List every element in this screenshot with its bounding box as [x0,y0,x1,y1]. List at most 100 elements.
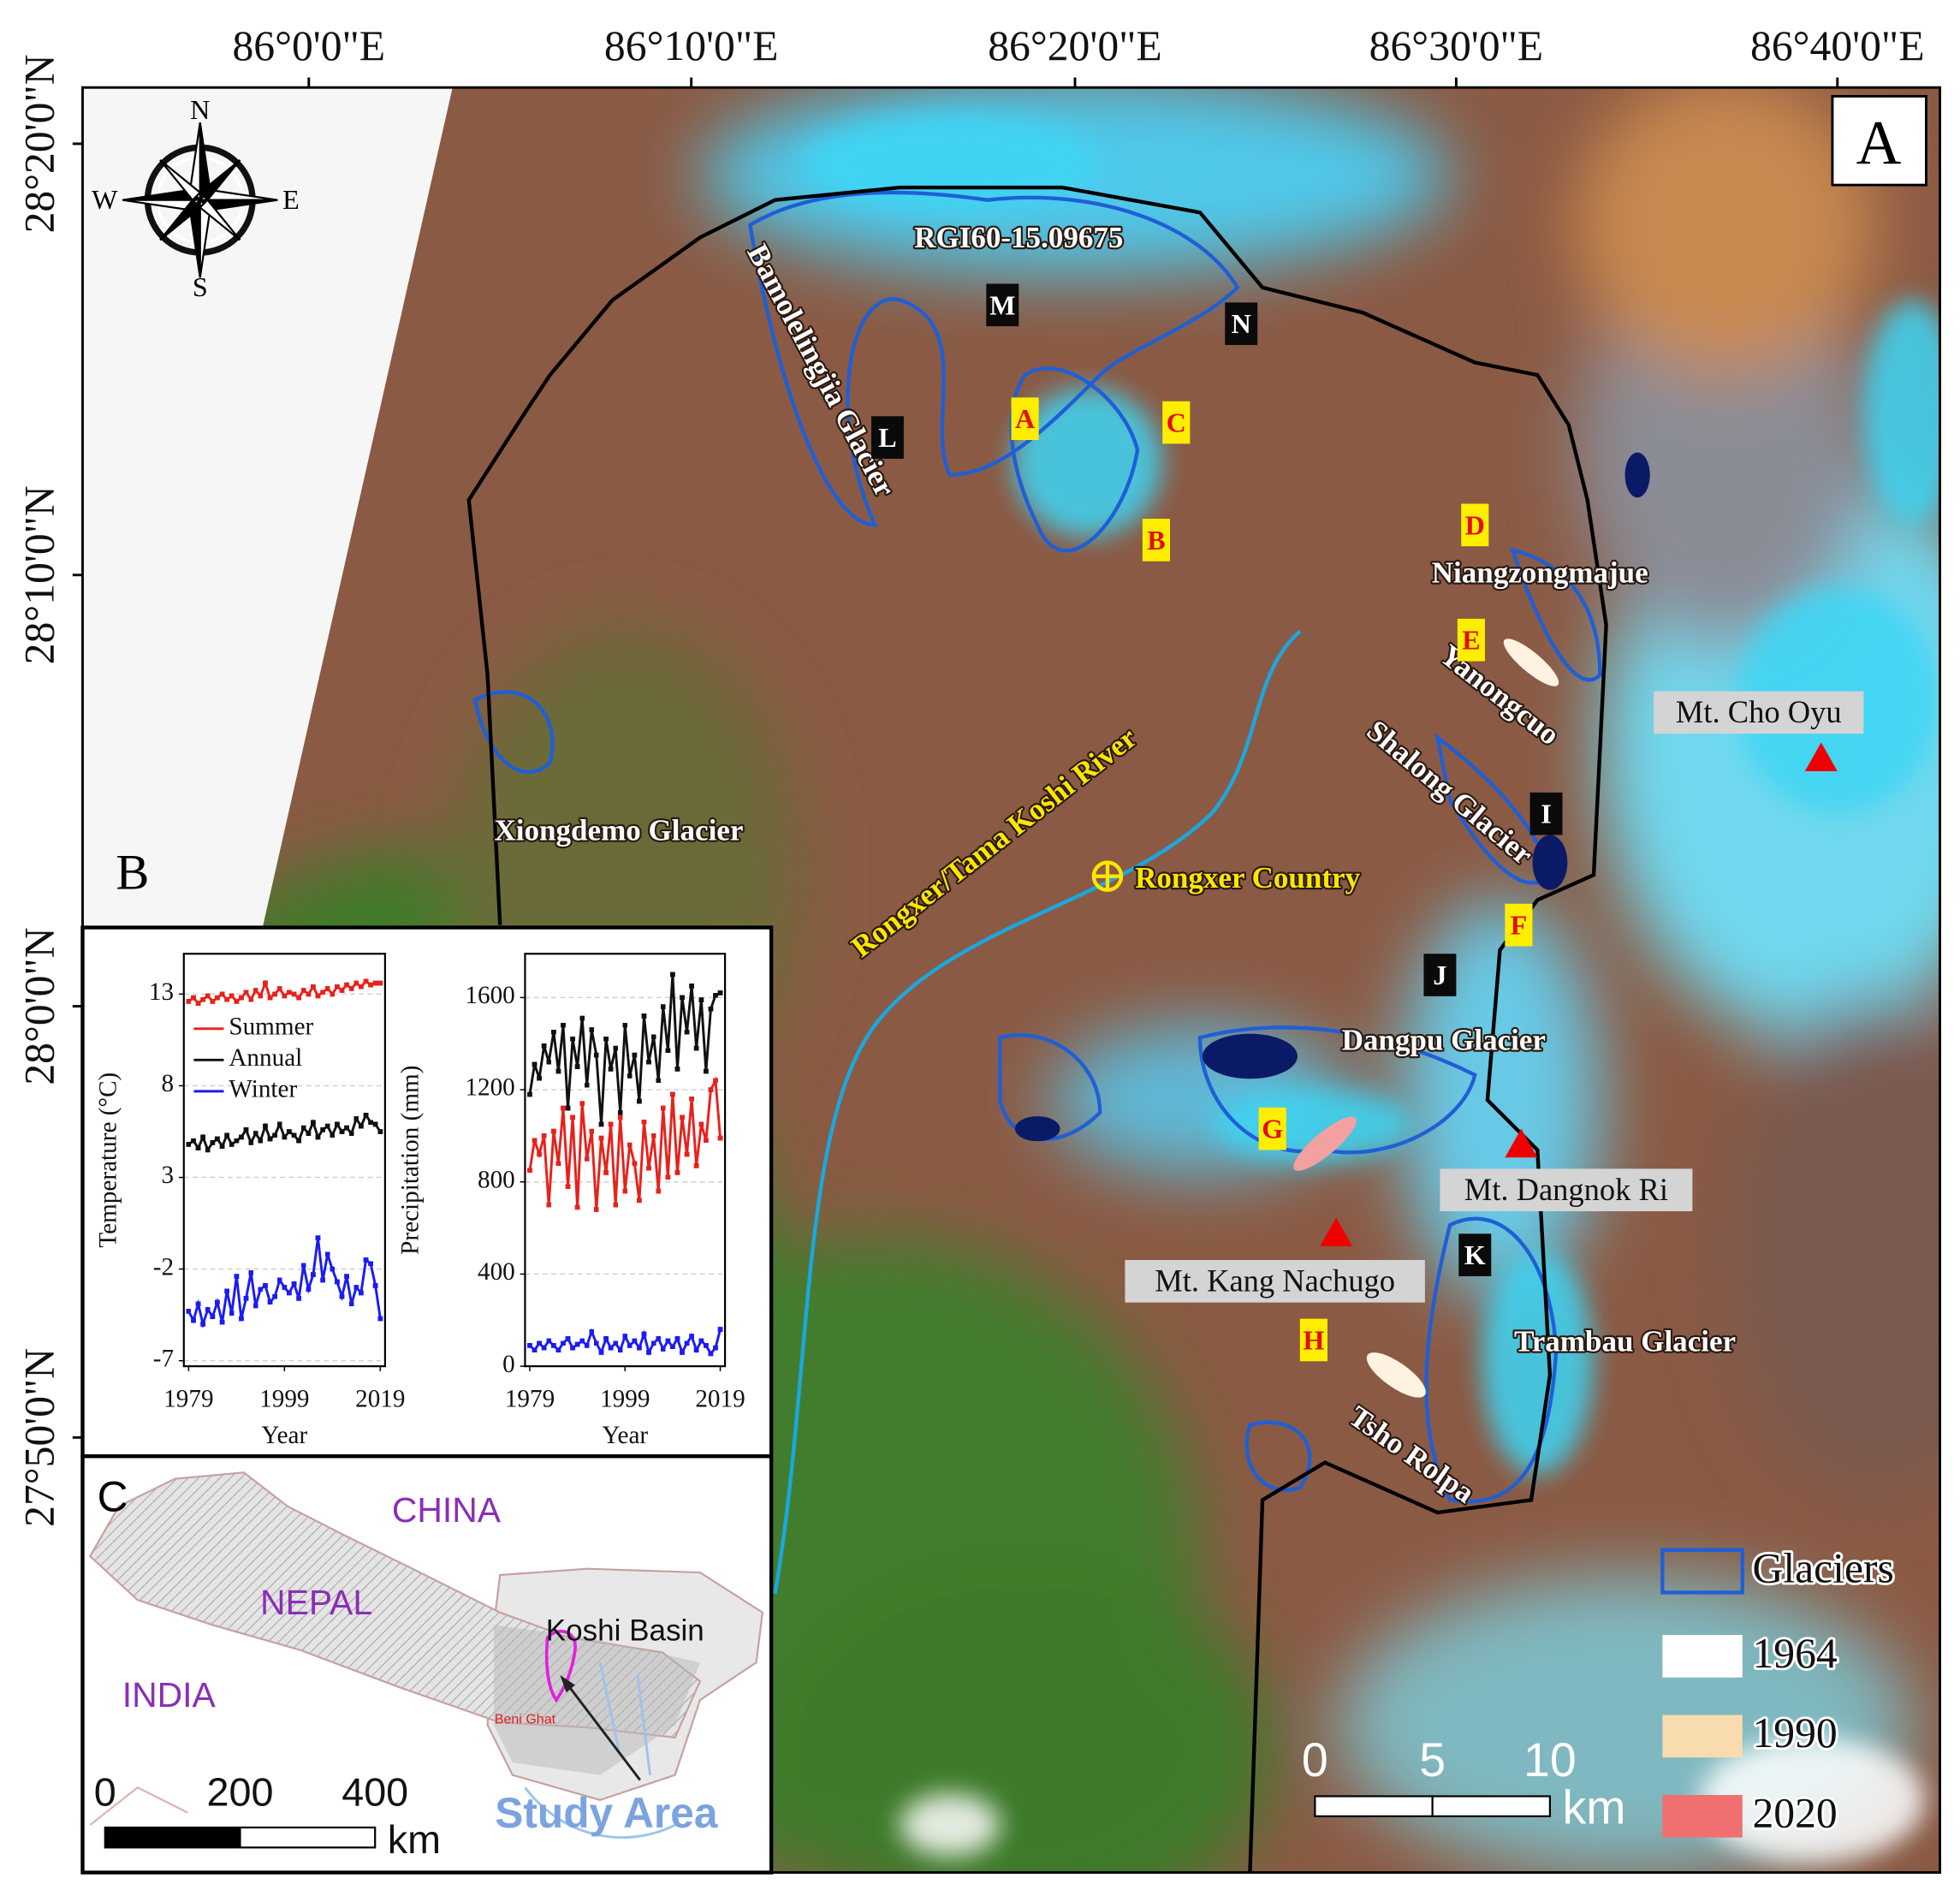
lon-label: 86°10'0"E [604,22,778,69]
plot-frame [524,953,727,1368]
legend: Glaciers 1964 1990 2020 [1660,1542,1897,1839]
scale-tick-label: 10 [1523,1733,1577,1786]
y-tick-label: 3 [162,1162,175,1189]
panel-label: C [98,1472,128,1520]
scale-segment [1314,1795,1434,1817]
section-label: L [878,422,896,453]
y-tick-label: 8 [162,1070,175,1097]
lat-label: 27°50'0"N [16,1348,63,1527]
peak-markers [1320,742,1838,1246]
site-label: C [1167,407,1186,438]
scale-tick-label: 400 [342,1769,408,1814]
x-tick-label: 1979 [505,1386,555,1413]
section-label: K [1464,1239,1486,1270]
lon-label: 86°20'0"E [988,22,1161,69]
country-label: INDIA [122,1675,217,1715]
glacier-label: Niangzongmajue [1432,556,1648,590]
legend-swatch [1660,1548,1744,1595]
x-tick-label: 1999 [600,1386,650,1413]
y-tick-label: -2 [153,1253,174,1281]
scale-tick-label: 0 [1302,1733,1328,1786]
scale-tick-label: 200 [207,1769,274,1814]
x-axis-title: Year [602,1422,648,1449]
section-box [1529,792,1563,835]
section-markers: M N L I J K [870,283,1563,1276]
lon-label: 86°30'0"E [1369,22,1543,69]
site-label: D [1465,509,1485,540]
county-symbol [1091,860,1124,892]
site-box [1162,401,1191,444]
y-tick-label: 13 [149,978,174,1006]
peak-box [1654,691,1864,734]
legend-label: Glaciers [1752,1544,1893,1591]
x-tick-label: 1999 [259,1386,309,1413]
glacier-label: Xiongdemo Glacier [495,813,744,847]
section-box [1458,1233,1492,1276]
legend-label: Summer [229,1013,313,1041]
site-label: B [1147,525,1165,556]
legend-label: 1990 [1752,1709,1837,1756]
site-box [1258,1107,1286,1150]
glacier-label: Trambau Glacier [1514,1325,1736,1358]
scale-segment [1431,1795,1551,1817]
section-label: J [1433,960,1446,990]
x-tick-label: 2019 [355,1386,405,1413]
site-box [1142,519,1170,562]
section-box [986,283,1019,327]
x-tick-label: 1979 [163,1386,213,1413]
study-area-label: Study Area [495,1789,718,1837]
peak-label: Mt. Kang Nachugo [1155,1263,1395,1299]
section-label: I [1541,799,1552,829]
legend-label: 1964 [1752,1630,1837,1677]
panel-label: A [1856,108,1902,177]
site-box [1505,903,1533,947]
country-label: NEPAL [260,1583,372,1622]
section-box [870,416,904,459]
site-box [1299,1318,1327,1362]
scale-tick-label: 0 [94,1769,116,1814]
series-line [527,972,723,1127]
site-markers: A B C D E F G H [1011,397,1533,1362]
site-box [1011,397,1039,441]
climate-charts: 13 8 3 -2 -7 1979 1999 2019 Temperature (°C) Year… [94,953,745,1449]
legend-swatch [1662,1635,1743,1678]
section-box [1225,302,1258,346]
site-box [1457,618,1485,662]
basin-label: Koshi Basin [546,1614,704,1647]
series-line [527,1076,723,1212]
y-tick-label: 1600 [465,982,514,1009]
lat-label: 28°0'0"N [16,927,63,1085]
peak-label: Mt. Cho Oyu [1676,694,1842,729]
glacier-label: Dangpu Glacier [1342,1024,1546,1057]
legend-swatch [1662,1715,1743,1758]
scale-unit: km [1563,1781,1626,1834]
site-label: A [1015,403,1035,434]
y-tick-label: 0 [502,1351,515,1378]
inset-b [80,925,774,1459]
panel-box [1831,94,1927,187]
site-box [1461,503,1489,547]
series-line [186,1235,383,1329]
y-axis-title: Precipitation (mm) [397,1066,425,1255]
legend-swatch [1662,1795,1743,1838]
location-map [88,1471,764,1839]
panel-label: B [116,845,149,900]
scale-unit: km [388,1817,441,1862]
site-label: E [1462,625,1480,656]
scale-segment [239,1826,377,1849]
series-line [186,1112,383,1153]
section-label: N [1232,308,1251,339]
compass-w: W [92,184,118,215]
river [773,629,1302,1595]
lat-label: 28°10'0"N [16,485,63,664]
y-tick-label: 1200 [465,1074,514,1102]
compass-n: N [190,94,210,125]
legend-label: Annual [229,1044,302,1072]
compass-e: E [282,184,300,215]
y-tick-label: 800 [478,1166,515,1193]
lon-label: 86°0'0"E [232,22,385,69]
site-label: G [1262,1114,1283,1144]
